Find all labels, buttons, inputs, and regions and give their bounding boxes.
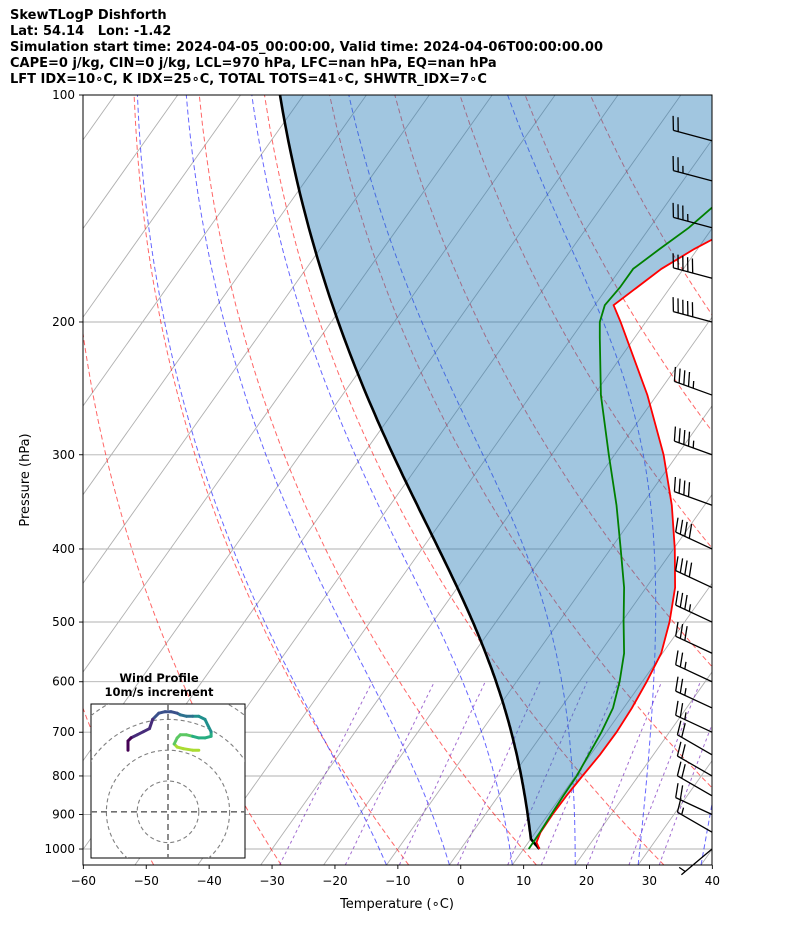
- x-tick-label: 30: [642, 874, 657, 888]
- location-line: Lat: 54.14 Lon: -1.42: [10, 24, 172, 39]
- hodograph-segment: [148, 717, 155, 731]
- wind-barb: [672, 155, 713, 182]
- isotherm-line: [323, 316, 712, 865]
- wind-barb: [675, 650, 713, 683]
- moist-adiabat: [185, 95, 450, 865]
- y-tick-label: 800: [52, 769, 75, 783]
- mixing-ratio-line: [658, 723, 712, 865]
- dry-adiabat: [264, 95, 665, 865]
- y-tick-label: 400: [52, 542, 75, 556]
- mixing-ratio-line: [586, 681, 663, 865]
- wind-barb: [673, 426, 713, 456]
- isotherm-line: [83, 95, 367, 496]
- isotherm-line: [83, 95, 430, 585]
- dry-adiabat: [524, 95, 712, 432]
- axes-layer: −60 −50 −40 −30 −20 −10 0 10 20 30 40 100 200 300 400 5…: [44, 88, 720, 888]
- mixing-ratio-line: [344, 681, 435, 865]
- dry-adiabat: [394, 95, 712, 668]
- hodograph-ring: [136, 780, 200, 844]
- wind-barb: [675, 621, 713, 654]
- wind-barb: [675, 676, 713, 709]
- isotherm-line: [197, 139, 712, 865]
- dry-adiabat: [133, 95, 410, 865]
- y-tick-label: 600: [52, 675, 75, 689]
- y-tick-label: 300: [52, 448, 75, 462]
- cin-fill: [280, 95, 712, 849]
- y-axis-label: Pressure (hPa): [18, 433, 33, 526]
- y-tick-label: 700: [52, 725, 75, 739]
- isotherm-line: [83, 95, 304, 407]
- x-tick-label: −30: [259, 874, 284, 888]
- wind-barb: [672, 297, 713, 323]
- mixing-ratio-line: [398, 681, 486, 865]
- y-tick-label: 500: [52, 615, 75, 629]
- x-tick-label: −60: [71, 874, 96, 888]
- moist-adiabat: [136, 95, 387, 865]
- dewpoint-line: [527, 206, 712, 850]
- wind-barb: [675, 556, 713, 589]
- mixing-ratio-line: [279, 681, 373, 865]
- isotherm-line: [83, 95, 493, 673]
- dry-adiabat: [83, 329, 282, 865]
- temperature-line: [535, 238, 712, 850]
- x-tick-label: −50: [134, 874, 159, 888]
- isotherm-line: [574, 671, 712, 865]
- title-block: SkewTLogP Dishforth Lat: 54.14 Lon: -1.4…: [10, 8, 790, 88]
- x-axis-label: Temperature (∘C): [339, 897, 454, 912]
- cape-cin-fill-layer: [280, 95, 712, 849]
- wind-barb: [672, 115, 713, 142]
- hodograph-title: Wind Profile: [119, 671, 199, 685]
- y-tick-label: 100: [52, 88, 75, 102]
- stability-line: CAPE=0 j/kg, CIN=0 j/kg, LCL=970 hPa, LF…: [10, 56, 497, 71]
- y-tick-label: 1000: [44, 842, 75, 856]
- hodograph-ring: [105, 749, 231, 858]
- moist-adiabat: [700, 800, 712, 865]
- grid-layer: [83, 95, 712, 865]
- hodograph-subtitle: 10m/s increment: [105, 685, 214, 699]
- wind-barb: [672, 202, 713, 229]
- wind-barb: [675, 517, 713, 550]
- isotherm-line: [700, 848, 712, 865]
- wind-barb: [673, 476, 713, 506]
- time-line: Simulation start time: 2024-04-05_00:00:…: [10, 40, 603, 55]
- mixing-ratio-line: [457, 681, 541, 865]
- y-tick-label: 200: [52, 315, 75, 329]
- parcel-line: [278, 95, 541, 850]
- mixing-ratio-line: [507, 681, 588, 865]
- x-tick-label: −40: [196, 874, 221, 888]
- wind-barb: [673, 366, 713, 396]
- wind-barb: [676, 761, 713, 797]
- hodograph-segment: [181, 747, 195, 752]
- profile-series-layer: [278, 95, 712, 850]
- index-line: LFT IDX=10∘C, K IDX=25∘C, TOTAL TOTS=41∘…: [10, 72, 487, 87]
- isotherm-line: [511, 582, 712, 865]
- x-tick-label: 0: [457, 874, 465, 888]
- wind-barb: [675, 700, 713, 733]
- x-tick-label: 10: [516, 874, 531, 888]
- dry-adiabat: [198, 95, 537, 865]
- x-tick-label: 40: [705, 874, 720, 888]
- y-tick-label: 900: [52, 808, 75, 822]
- chart-title: SkewTLogP Dishforth: [10, 8, 167, 23]
- wind-barb: [675, 783, 713, 816]
- wind-barbs-layer: [672, 115, 713, 876]
- wind-barb: [676, 720, 713, 756]
- wind-barb: [676, 741, 713, 777]
- isotherm-line: [83, 95, 241, 319]
- isotherm-line: [260, 227, 712, 865]
- isotherm-line: [83, 95, 179, 230]
- isotherm-line: [449, 493, 712, 865]
- wind-barb: [678, 848, 713, 876]
- x-tick-label: 20: [579, 874, 594, 888]
- mixing-ratio-line: [628, 681, 701, 865]
- wind-barb: [675, 590, 713, 623]
- x-tick-label: −10: [385, 874, 410, 888]
- x-tick-label: −20: [322, 874, 347, 888]
- wind-barb: [672, 253, 713, 279]
